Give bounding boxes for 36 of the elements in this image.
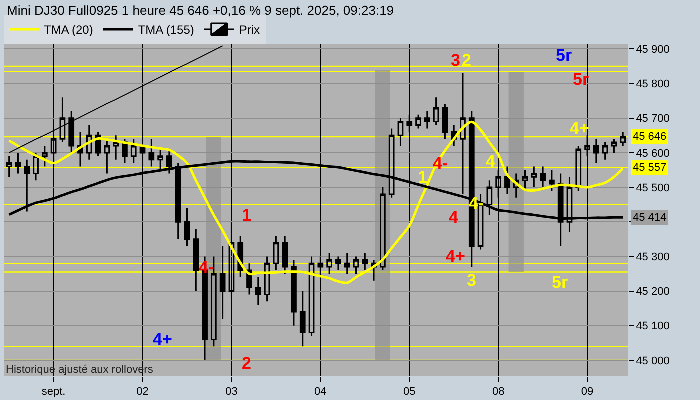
annotation: 5r <box>552 273 568 292</box>
annotation: 2 <box>462 51 472 70</box>
annotation: 4 <box>449 208 459 227</box>
annotation: 4 <box>486 152 496 171</box>
legend-label: TMA (20) <box>44 23 94 38</box>
y-tick-label: 45 500 <box>636 182 670 194</box>
annotation: 1 <box>418 168 428 187</box>
annotation: 3 <box>467 271 476 290</box>
y-tick-label: 45 600 <box>636 148 670 160</box>
legend-label: Prix <box>239 23 260 38</box>
chart-title: Mini DJ30 Full0925 1 heure 45 646 +0,16 % 9 sept. 2025, 09:23:19 <box>7 3 394 18</box>
x-tick-label: 04 <box>314 386 327 398</box>
x-tick-label: 02 <box>136 386 149 398</box>
y-tick-label: 45 800 <box>636 78 670 91</box>
y-tick-label: 45 100 <box>636 320 670 333</box>
y-tick-label: 45 900 <box>636 44 670 56</box>
y-tick-label: 45 000 <box>636 355 670 368</box>
x-tick-label: 09 <box>581 386 594 398</box>
annotation: 5r <box>573 70 590 89</box>
x-tick-label: 03 <box>226 386 238 398</box>
annotation: 2 <box>242 354 252 373</box>
annotation: 1 <box>242 206 252 225</box>
ref-line-label: 45 646 <box>633 131 667 143</box>
y-tick-label: 45 300 <box>636 252 670 264</box>
annotation: 4+ <box>153 330 172 349</box>
x-tick-label: sept. <box>42 386 66 398</box>
annotation: 4+ <box>446 247 466 266</box>
annotation: 3 <box>451 51 460 70</box>
ref-line-label: 45 557 <box>633 162 667 174</box>
annotation: 5r <box>556 46 572 65</box>
y-tick-label: 45 200 <box>636 286 670 298</box>
text: 45 414 <box>633 212 667 224</box>
legend-label: TMA (155) <box>138 23 194 38</box>
y-tick-label: 45 700 <box>636 113 670 126</box>
x-tick-label: 08 <box>492 386 505 398</box>
x-tick-label: 05 <box>403 386 416 398</box>
